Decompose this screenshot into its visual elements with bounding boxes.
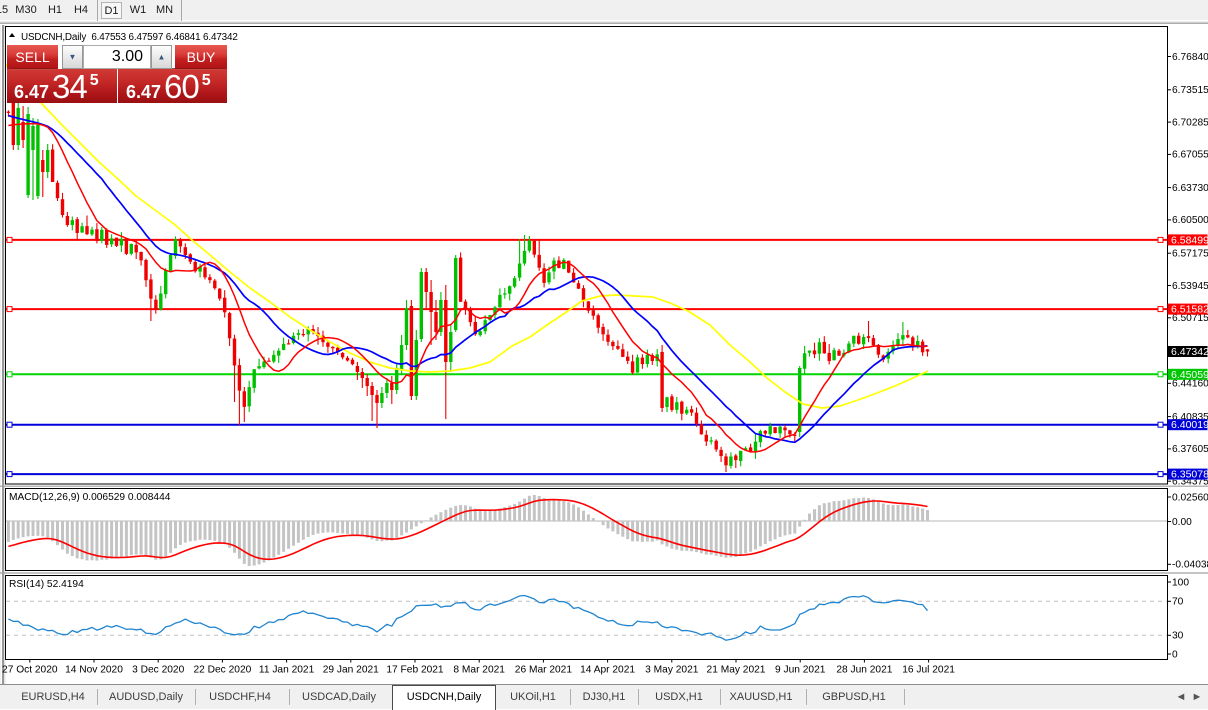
svg-text:27 Oct 2020: 27 Oct 2020 (2, 665, 58, 676)
svg-text:8 Mar 2021: 8 Mar 2021 (453, 665, 505, 676)
svg-text:6.37605: 6.37605 (1172, 444, 1208, 455)
svg-text:6.45059: 6.45059 (1171, 369, 1208, 381)
svg-text:3 May 2021: 3 May 2021 (645, 665, 699, 676)
svg-text:6.57175: 6.57175 (1172, 249, 1208, 260)
svg-text:14 Nov 2020: 14 Nov 2020 (65, 665, 123, 676)
svg-text:MACD(12,26,9) 0.006529 0.00844: MACD(12,26,9) 0.006529 0.008444 (9, 492, 171, 503)
svg-text:11 Jan 2021: 11 Jan 2021 (259, 665, 315, 676)
svg-text:100: 100 (1172, 577, 1189, 588)
svg-text:6.44160: 6.44160 (1172, 379, 1208, 390)
svg-text:0: 0 (1172, 649, 1178, 660)
svg-text:30: 30 (1172, 631, 1184, 642)
svg-text:14 Apr 2021: 14 Apr 2021 (580, 665, 635, 676)
svg-text:6.76840: 6.76840 (1172, 52, 1208, 63)
svg-text:22 Dec 2020: 22 Dec 2020 (194, 665, 252, 676)
svg-text:26 Mar 2021: 26 Mar 2021 (515, 665, 573, 676)
svg-text:6.51582: 6.51582 (1171, 304, 1208, 316)
svg-text:6.67055: 6.67055 (1172, 150, 1208, 161)
svg-text:21 May 2021: 21 May 2021 (707, 665, 766, 676)
svg-text:6.53945: 6.53945 (1172, 281, 1208, 292)
svg-text:6.35078: 6.35078 (1171, 469, 1208, 481)
svg-text:9 Jun 2021: 9 Jun 2021 (775, 665, 826, 676)
svg-text:28 Jun 2021: 28 Jun 2021 (836, 665, 892, 676)
svg-text:0.025609: 0.025609 (1172, 492, 1208, 503)
svg-text:0.00: 0.00 (1172, 517, 1192, 528)
svg-text:6.34375: 6.34375 (1172, 477, 1208, 488)
svg-text:RSI(14) 52.4194: RSI(14) 52.4194 (9, 579, 84, 590)
svg-text:29 Jan 2021: 29 Jan 2021 (323, 665, 379, 676)
svg-text:6.70285: 6.70285 (1172, 117, 1208, 128)
svg-text:-0.040386: -0.040386 (1172, 560, 1208, 571)
svg-text:6.63730: 6.63730 (1172, 183, 1208, 194)
svg-text:6.40835: 6.40835 (1172, 412, 1208, 423)
svg-text:6.50715: 6.50715 (1172, 313, 1208, 324)
svg-text:70: 70 (1172, 597, 1184, 608)
svg-text:6.73515: 6.73515 (1172, 85, 1208, 96)
svg-text:6.47342: 6.47342 (1171, 346, 1208, 358)
svg-text:6.58499: 6.58499 (1171, 234, 1208, 246)
svg-text:6.40019: 6.40019 (1171, 419, 1208, 431)
svg-text:16 Jul 2021: 16 Jul 2021 (902, 665, 955, 676)
svg-text:17 Feb 2021: 17 Feb 2021 (386, 665, 444, 676)
svg-text:3 Dec 2020: 3 Dec 2020 (132, 665, 184, 676)
svg-text:6.60500: 6.60500 (1172, 215, 1208, 226)
